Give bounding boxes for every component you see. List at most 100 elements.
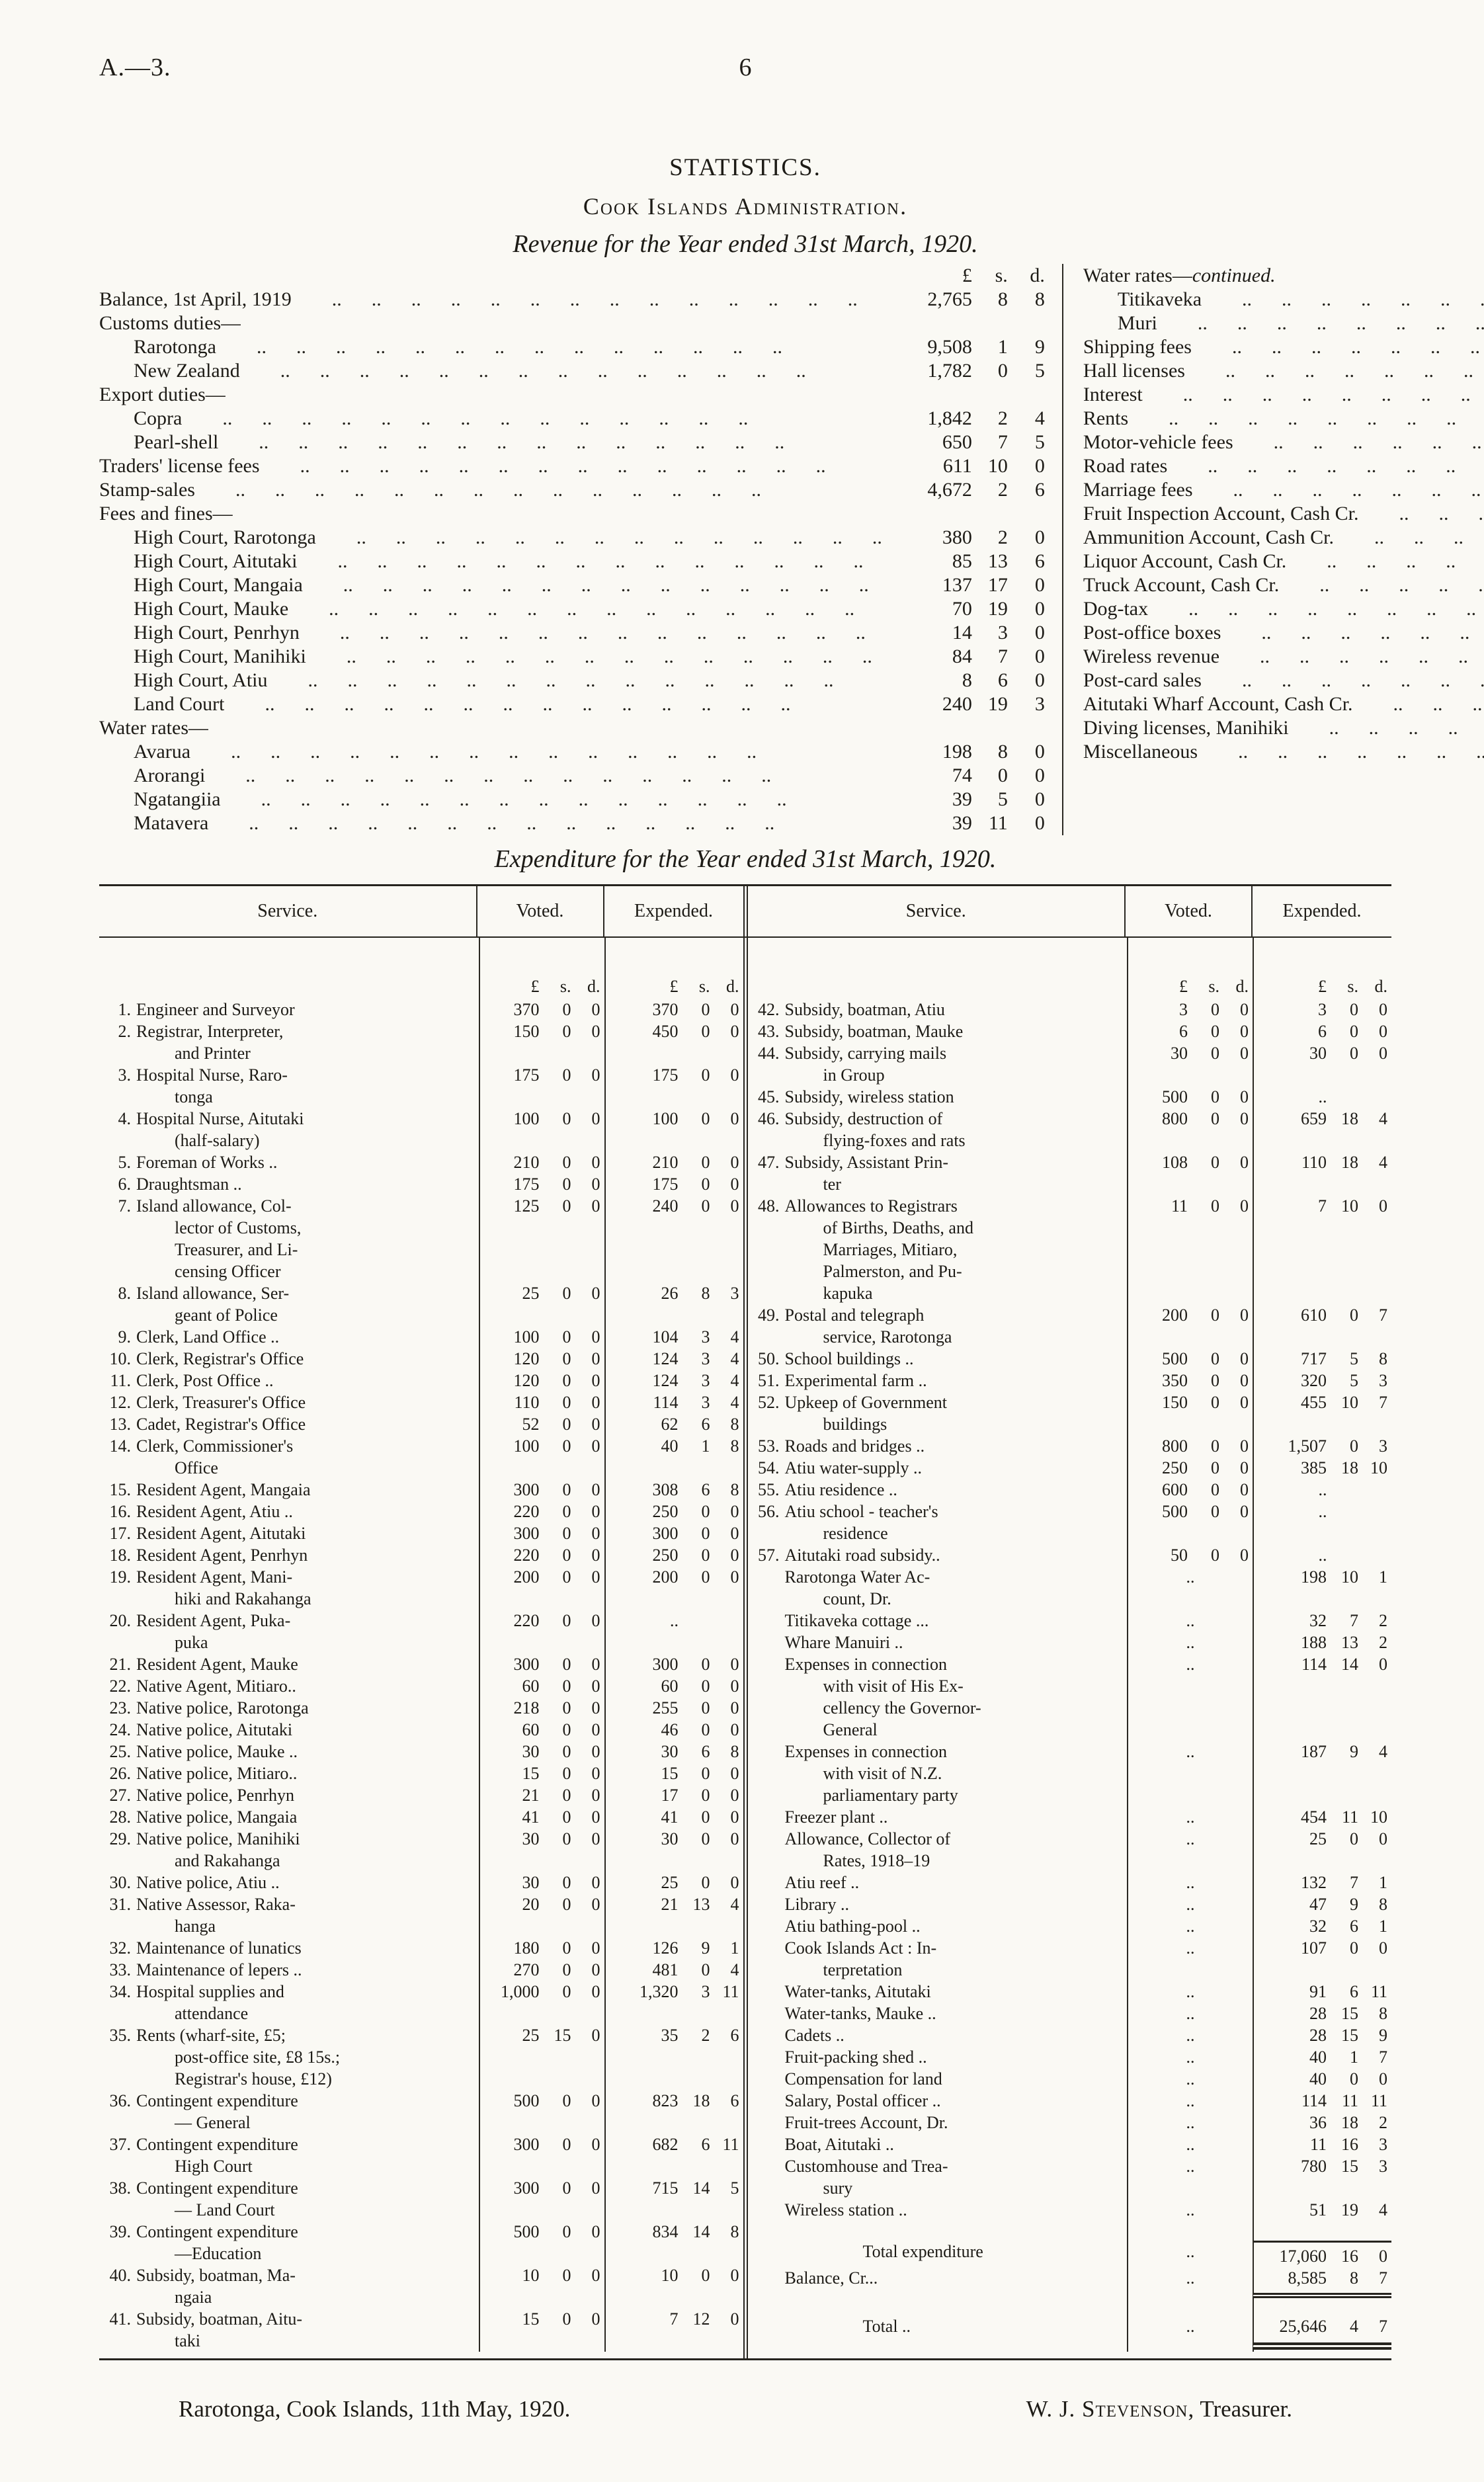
voted-amount: .. <box>1127 1653 1253 1741</box>
amount-shillings: 0 <box>1350 1044 1358 1063</box>
service-item-number: 45. <box>758 1087 780 1106</box>
amount-pence: 0 <box>1240 1458 1249 1477</box>
blank-amount-dots: .. <box>1186 1895 1195 1914</box>
service-item-number: 40. <box>109 2266 132 2285</box>
amount-pounds: 36 <box>1309 2113 1327 2132</box>
revenue-row: Ammunition Account, Cash Cr. .. .. .. ..… <box>1083 526 1484 550</box>
blank-amount-dots: .. <box>1186 2200 1195 2219</box>
amount-pounds: 41 <box>522 1807 540 1827</box>
expended-amount <box>1253 2350 1391 2352</box>
service-item-label: Contingent expenditure High Court <box>136 2135 298 2176</box>
amount-pence: 0 <box>730 1065 739 1085</box>
voted-column-header: Voted. <box>1124 886 1251 936</box>
amount-pence: 6 <box>730 2091 739 2110</box>
amount-shillings: 3 <box>701 1327 710 1346</box>
expenditure-row: 25. Native police, Mauke .. 30 0 0 30 6 8 <box>99 1741 743 1762</box>
amount-pounds: 21 <box>522 1786 540 1805</box>
amount-pence: 0 <box>591 2026 600 2045</box>
amount-pounds: 500 <box>513 2222 540 2241</box>
amount-pounds: 100 <box>513 1436 540 1456</box>
amount-pounds: 500 <box>1162 1087 1188 1106</box>
expended-amount: 198 10 1 <box>1253 1566 1391 1610</box>
voted-amount: 120 0 0 <box>478 1370 604 1391</box>
service-item-label: Cook Islands Act : In-terpretation <box>784 1938 937 1979</box>
voted-amount: 3 0 0 <box>1127 999 1253 1020</box>
revenue-item-label: Ammunition Account, Cash Cr. <box>1083 526 1334 548</box>
amount-shillings: 0 <box>997 360 1008 382</box>
service-item-number <box>748 2241 785 2267</box>
service-item-number: 26. <box>109 1764 132 1783</box>
revenue-item-label: Diving licenses, Manihiki <box>1083 717 1289 739</box>
dot-leader: .. .. .. .. .. .. .. .. .. .. .. .. .. .… <box>309 622 866 643</box>
amount-pence: 9 <box>1379 2026 1387 2045</box>
voted-amount: 100 0 0 <box>478 1326 604 1348</box>
amount-pence: 0 <box>591 2266 600 2285</box>
amount-pence: 8 <box>1379 1349 1387 1368</box>
voted-amount: 218 0 0 <box>478 1697 604 1719</box>
voted-amount: .. <box>1127 1741 1253 1806</box>
expended-amount: 780 15 3 <box>1253 2155 1391 2199</box>
service-item-label: Rarotonga Water Ac-count, Dr. <box>784 1567 930 1608</box>
amount-pence: 3 <box>730 1284 739 1303</box>
amount-pounds: 600 <box>1162 1480 1188 1499</box>
amount-pence: 0 <box>1240 1153 1249 1172</box>
amount-pence: 4 <box>730 1960 739 1979</box>
expenditure-row: 6. Draughtsman .. 175 0 0 175 0 0 <box>99 1173 743 1195</box>
service-label-continuation: (half-salary) <box>175 1131 260 1150</box>
amount-pounds: 91 <box>1309 1982 1327 2001</box>
amount-pence: 8 <box>730 1415 739 1434</box>
revenue-item-label: Balance, 1st April, 1919 <box>99 288 292 310</box>
service-label-continuation: hanga <box>175 1917 216 1936</box>
expenditure-row: 9. Clerk, Land Office .. 100 0 0 104 3 4 <box>99 1326 743 1348</box>
service-item-label: Resident Agent, Mauke <box>136 1655 298 1674</box>
amount-shillings: 3 <box>701 1982 710 2001</box>
expended-amount: 36 18 2 <box>1253 2112 1391 2133</box>
revenue-left-column: £ s. d. Balance, 1st April, 1919 .. .. .. .… <box>99 264 1062 835</box>
expenditure-row: 30. Native police, Atiu .. 30 0 0 25 0 0 <box>99 1872 743 1893</box>
amount-shillings: 0 <box>701 2266 710 2285</box>
service-item-label <box>785 2221 1128 2241</box>
service-item-label: Whare Manuiri .. <box>784 1633 903 1652</box>
revenue-item-label: Road rates <box>1083 455 1168 477</box>
amount-shillings: 0 <box>1211 1480 1219 1499</box>
amount-pence: 0 <box>591 2309 600 2329</box>
service-item-number: 50. <box>758 1349 780 1368</box>
service-label-continuation: Registrar's house, £12) <box>175 2069 332 2089</box>
amount-pounds: 255 <box>652 1698 679 1717</box>
amount-shillings: 0 <box>562 1829 571 1848</box>
blank-amount-dots: .. <box>1186 2113 1195 2132</box>
amount-shillings: 0 <box>701 1524 710 1543</box>
amount-shillings: 0 <box>1211 1305 1219 1325</box>
amount-shillings: 0 <box>701 1567 710 1587</box>
service-item-number <box>748 2199 785 2221</box>
amount-pounds: 120 <box>513 1349 540 1368</box>
amount-shillings: 0 <box>701 1546 710 1565</box>
amount-pence: 0 <box>591 1764 600 1783</box>
blank-amount-dots: .. <box>1186 1611 1195 1630</box>
amount-shillings: 0 <box>701 1196 710 1216</box>
revenue-item-label: Aitutaki Wharf Account, Cash Cr. <box>1083 693 1353 715</box>
expenditure-row: Atiu bathing-pool .... 32 6 1 <box>748 1915 1392 1937</box>
voted-amount: 1,000 0 0 <box>478 1981 604 2024</box>
amount-shillings: 18 <box>1341 2113 1358 2132</box>
amount-pounds: 107 <box>1301 1938 1327 1958</box>
revenue-row: Customs duties— <box>99 311 1045 335</box>
service-label-continuation: flying-foxes and rats <box>823 1131 966 1150</box>
amount-pounds: 150 <box>1162 1393 1188 1412</box>
amount-shillings: 0 <box>1211 1022 1219 1041</box>
amount-shillings: 1 <box>1350 2048 1358 2067</box>
amount-pounds: 1,842 <box>927 407 972 429</box>
expenditure-row: 21. Resident Agent, Mauke 300 0 0 300 0 0 <box>99 1653 743 1675</box>
revenue-row: Titikaveka .. .. .. .. .. .. .. .. .. ..… <box>1083 288 1484 311</box>
amount-shillings: 11 <box>1341 1807 1358 1827</box>
expenditure-row: 32. Maintenance of lunatics 180 0 0 126 9 1 <box>99 1937 743 1959</box>
amount-pence: 0 <box>1034 526 1045 548</box>
voted-amount: 500 0 0 <box>478 2090 604 2133</box>
voted-amount: 41 0 0 <box>478 1806 604 1828</box>
dot-leader: .. .. .. .. .. .. .. .. .. .. .. .. .. .… <box>302 288 858 310</box>
service-item-label: Fruit-trees Account, Dr. <box>784 2113 948 2132</box>
service-item-label: Library .. <box>784 1895 849 1914</box>
revenue-item-label: Water rates—continued. <box>1083 265 1276 286</box>
amount-shillings: 0 <box>562 2091 571 2110</box>
amount-pence: 0 <box>1379 2247 1387 2266</box>
